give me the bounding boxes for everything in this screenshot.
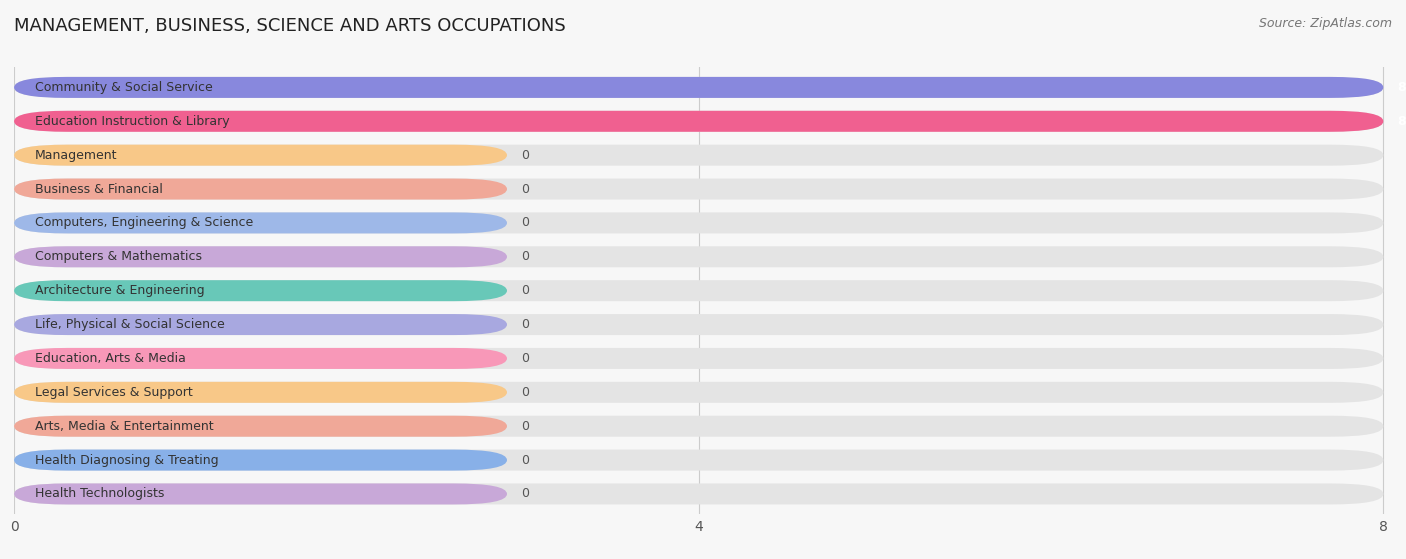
Text: Health Diagnosing & Treating: Health Diagnosing & Treating xyxy=(35,453,218,467)
FancyBboxPatch shape xyxy=(14,77,1384,98)
Text: 0: 0 xyxy=(520,487,529,500)
Text: MANAGEMENT, BUSINESS, SCIENCE AND ARTS OCCUPATIONS: MANAGEMENT, BUSINESS, SCIENCE AND ARTS O… xyxy=(14,17,565,35)
Text: Community & Social Service: Community & Social Service xyxy=(35,81,212,94)
Text: 0: 0 xyxy=(520,420,529,433)
Text: 0: 0 xyxy=(520,183,529,196)
FancyBboxPatch shape xyxy=(14,416,1384,437)
FancyBboxPatch shape xyxy=(14,314,508,335)
Text: 0: 0 xyxy=(520,149,529,162)
FancyBboxPatch shape xyxy=(14,247,1384,267)
Text: Computers & Mathematics: Computers & Mathematics xyxy=(35,250,201,263)
FancyBboxPatch shape xyxy=(14,314,1384,335)
FancyBboxPatch shape xyxy=(14,77,1384,98)
Text: Legal Services & Support: Legal Services & Support xyxy=(35,386,193,399)
Text: 0: 0 xyxy=(520,453,529,467)
Text: 0: 0 xyxy=(520,284,529,297)
Text: Computers, Engineering & Science: Computers, Engineering & Science xyxy=(35,216,253,229)
Text: 0: 0 xyxy=(520,250,529,263)
FancyBboxPatch shape xyxy=(14,449,508,471)
FancyBboxPatch shape xyxy=(14,280,508,301)
FancyBboxPatch shape xyxy=(14,348,508,369)
FancyBboxPatch shape xyxy=(14,111,1384,132)
FancyBboxPatch shape xyxy=(14,348,1384,369)
FancyBboxPatch shape xyxy=(14,382,508,403)
FancyBboxPatch shape xyxy=(14,212,508,234)
FancyBboxPatch shape xyxy=(14,247,508,267)
Text: Source: ZipAtlas.com: Source: ZipAtlas.com xyxy=(1258,17,1392,30)
FancyBboxPatch shape xyxy=(14,382,1384,403)
Text: Arts, Media & Entertainment: Arts, Media & Entertainment xyxy=(35,420,214,433)
Text: Architecture & Engineering: Architecture & Engineering xyxy=(35,284,204,297)
Text: 0: 0 xyxy=(520,216,529,229)
Text: Health Technologists: Health Technologists xyxy=(35,487,165,500)
FancyBboxPatch shape xyxy=(14,280,1384,301)
Text: Management: Management xyxy=(35,149,117,162)
Text: 8: 8 xyxy=(1398,81,1406,94)
Text: Business & Financial: Business & Financial xyxy=(35,183,163,196)
FancyBboxPatch shape xyxy=(14,484,1384,504)
FancyBboxPatch shape xyxy=(14,145,508,165)
FancyBboxPatch shape xyxy=(14,484,508,504)
Text: 0: 0 xyxy=(520,386,529,399)
FancyBboxPatch shape xyxy=(14,145,1384,165)
Text: Life, Physical & Social Science: Life, Physical & Social Science xyxy=(35,318,225,331)
Text: Education Instruction & Library: Education Instruction & Library xyxy=(35,115,229,128)
Text: Education, Arts & Media: Education, Arts & Media xyxy=(35,352,186,365)
FancyBboxPatch shape xyxy=(14,178,1384,200)
Text: 0: 0 xyxy=(520,318,529,331)
FancyBboxPatch shape xyxy=(14,212,1384,234)
FancyBboxPatch shape xyxy=(14,449,1384,471)
FancyBboxPatch shape xyxy=(14,416,508,437)
Text: 8: 8 xyxy=(1398,115,1406,128)
FancyBboxPatch shape xyxy=(14,111,1384,132)
Text: 0: 0 xyxy=(520,352,529,365)
FancyBboxPatch shape xyxy=(14,178,508,200)
